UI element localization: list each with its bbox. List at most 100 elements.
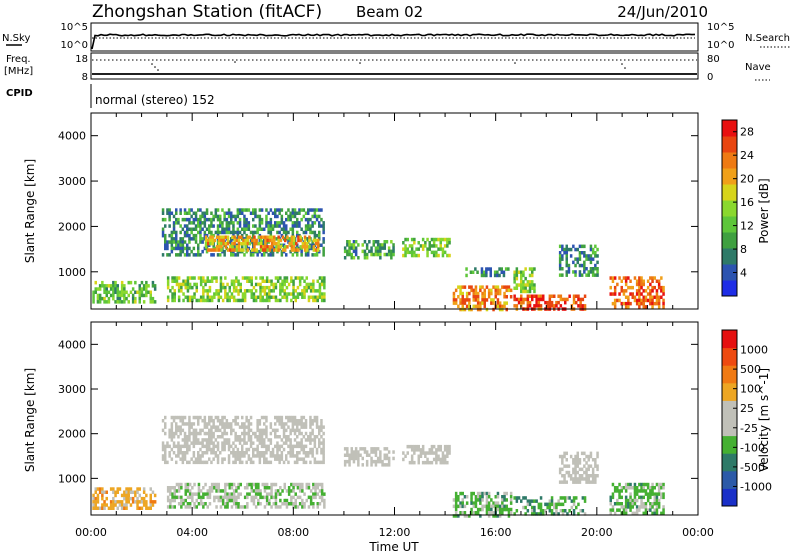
velocity-pixel-1 <box>227 425 231 429</box>
power-pixel-1 <box>179 246 182 251</box>
velocity-pixel-8 <box>618 495 621 500</box>
velocity-pixel-2 <box>202 502 205 506</box>
velocity-pixel-1 <box>175 422 178 426</box>
velocity-pixel-2 <box>197 495 201 500</box>
velocity-pixel-2 <box>177 502 181 506</box>
power-pixel-4 <box>348 249 351 254</box>
power-pixel-3 <box>235 285 238 290</box>
power-pixel-6 <box>479 285 482 289</box>
power-pixel-1 <box>203 221 207 225</box>
power-pixel-5 <box>428 244 431 248</box>
velocity-pixel-1 <box>243 454 246 458</box>
power-pixel-3 <box>177 285 181 290</box>
power-pixel-10 <box>578 273 582 277</box>
power-pixel-4 <box>383 252 386 257</box>
power-pixel-1 <box>219 214 222 219</box>
power-pixel-11 <box>611 301 615 306</box>
velocity-pixel-4 <box>439 460 442 465</box>
velocity-pixel-1 <box>271 447 275 452</box>
power-pixel-6 <box>472 288 475 293</box>
velocity-pixel-4 <box>446 460 449 465</box>
power-pixel-1 <box>208 230 211 235</box>
power-pixel-3 <box>252 292 256 296</box>
velocity-pixel-3 <box>348 459 351 464</box>
power-pixel-2 <box>215 245 219 249</box>
velocity-pixel-1 <box>300 438 303 442</box>
velocity-pixel-8 <box>653 502 656 506</box>
velocity-pixel-1 <box>322 444 325 449</box>
velocity-pixel-4 <box>417 448 420 452</box>
velocity-pixel-1 <box>164 454 167 458</box>
power-pixel-1 <box>320 243 323 247</box>
power-pixel-6 <box>465 304 469 309</box>
velocity-pixel-2 <box>301 482 304 487</box>
power-pixel-1 <box>190 230 193 235</box>
velocity-pixel-1 <box>245 425 248 429</box>
power-pixel-3 <box>171 276 174 280</box>
power-pixel-3 <box>241 295 245 299</box>
velocity-pixel-0 <box>134 493 137 498</box>
power-pixel-10 <box>558 260 562 265</box>
velocity-pixel-1 <box>280 444 284 449</box>
velocity-pixel-2 <box>320 492 324 496</box>
power-pixel-3 <box>294 295 297 299</box>
power-pixel-8 <box>583 304 587 308</box>
velocity-pixel-2 <box>237 502 240 506</box>
power-pixel-3 <box>202 295 205 299</box>
power-pixel-2 <box>286 245 289 249</box>
power-pixel-3 <box>188 285 192 290</box>
velocity-pixel-1 <box>236 438 240 442</box>
velocity-pixel-0 <box>96 487 100 491</box>
power-pixel-8 <box>531 297 534 302</box>
power-pixel-3 <box>177 289 181 293</box>
velocity-pixel-2 <box>257 502 260 506</box>
power-pixel-1 <box>192 221 196 225</box>
power-pixel-6 <box>459 301 462 305</box>
velocity-pixel-8 <box>651 511 654 516</box>
power-pixel-1 <box>309 227 312 231</box>
power-pixel-1 <box>322 221 325 225</box>
velocity-pixel-4 <box>419 451 423 455</box>
velocity-pixel-2 <box>228 486 231 490</box>
velocity-pixel-0 <box>98 506 102 510</box>
power-pixel-11 <box>624 279 628 283</box>
power-pixel-6 <box>490 298 493 302</box>
velocity-pixel-5 <box>454 511 458 515</box>
power-pixel-3 <box>204 289 207 293</box>
power-pixel-4 <box>392 252 395 257</box>
velocity-pixel-1 <box>243 451 246 455</box>
velocity-pixel-1 <box>161 428 165 433</box>
power-pixel-1 <box>223 249 226 254</box>
power-pixel-0 <box>118 293 122 298</box>
power-pixel-3 <box>263 289 267 293</box>
velocity-pixel-5 <box>465 501 469 505</box>
power-pixel-6 <box>490 301 493 305</box>
velocity-pixel-8 <box>613 511 617 516</box>
power-pixel-1 <box>183 253 187 257</box>
power-pixel-0 <box>151 300 155 304</box>
power-pixel-1 <box>181 227 185 231</box>
velocity-pixel-1 <box>221 447 224 452</box>
velocity-pixel-1 <box>181 457 185 461</box>
velocity-pixel-1 <box>289 447 292 452</box>
velocity-pixel-8 <box>611 492 615 496</box>
power-pixel-2 <box>279 245 283 249</box>
velocity-pixel-8 <box>640 486 643 490</box>
velocity-pixel-2 <box>274 505 278 509</box>
velocity-pixel-8 <box>644 489 648 493</box>
power-pixel-0 <box>138 300 141 304</box>
velocity-pixel-1 <box>282 425 286 429</box>
power-pixel-1 <box>230 230 233 235</box>
power-pixel-3 <box>320 292 324 296</box>
power-pixel-2 <box>218 245 221 249</box>
power-pixel-1 <box>232 214 235 219</box>
power-pixel-3 <box>272 289 275 293</box>
power-pixel-1 <box>256 253 259 257</box>
power-pixel-11 <box>635 279 639 283</box>
velocity-pixel-2 <box>274 492 278 496</box>
power-pixel-9 <box>515 286 519 290</box>
velocity-pixel-2 <box>188 502 192 506</box>
velocity-pixel-2 <box>279 505 282 509</box>
velocity-pixel-8 <box>649 486 652 490</box>
velocity-pixel-8 <box>653 492 656 496</box>
